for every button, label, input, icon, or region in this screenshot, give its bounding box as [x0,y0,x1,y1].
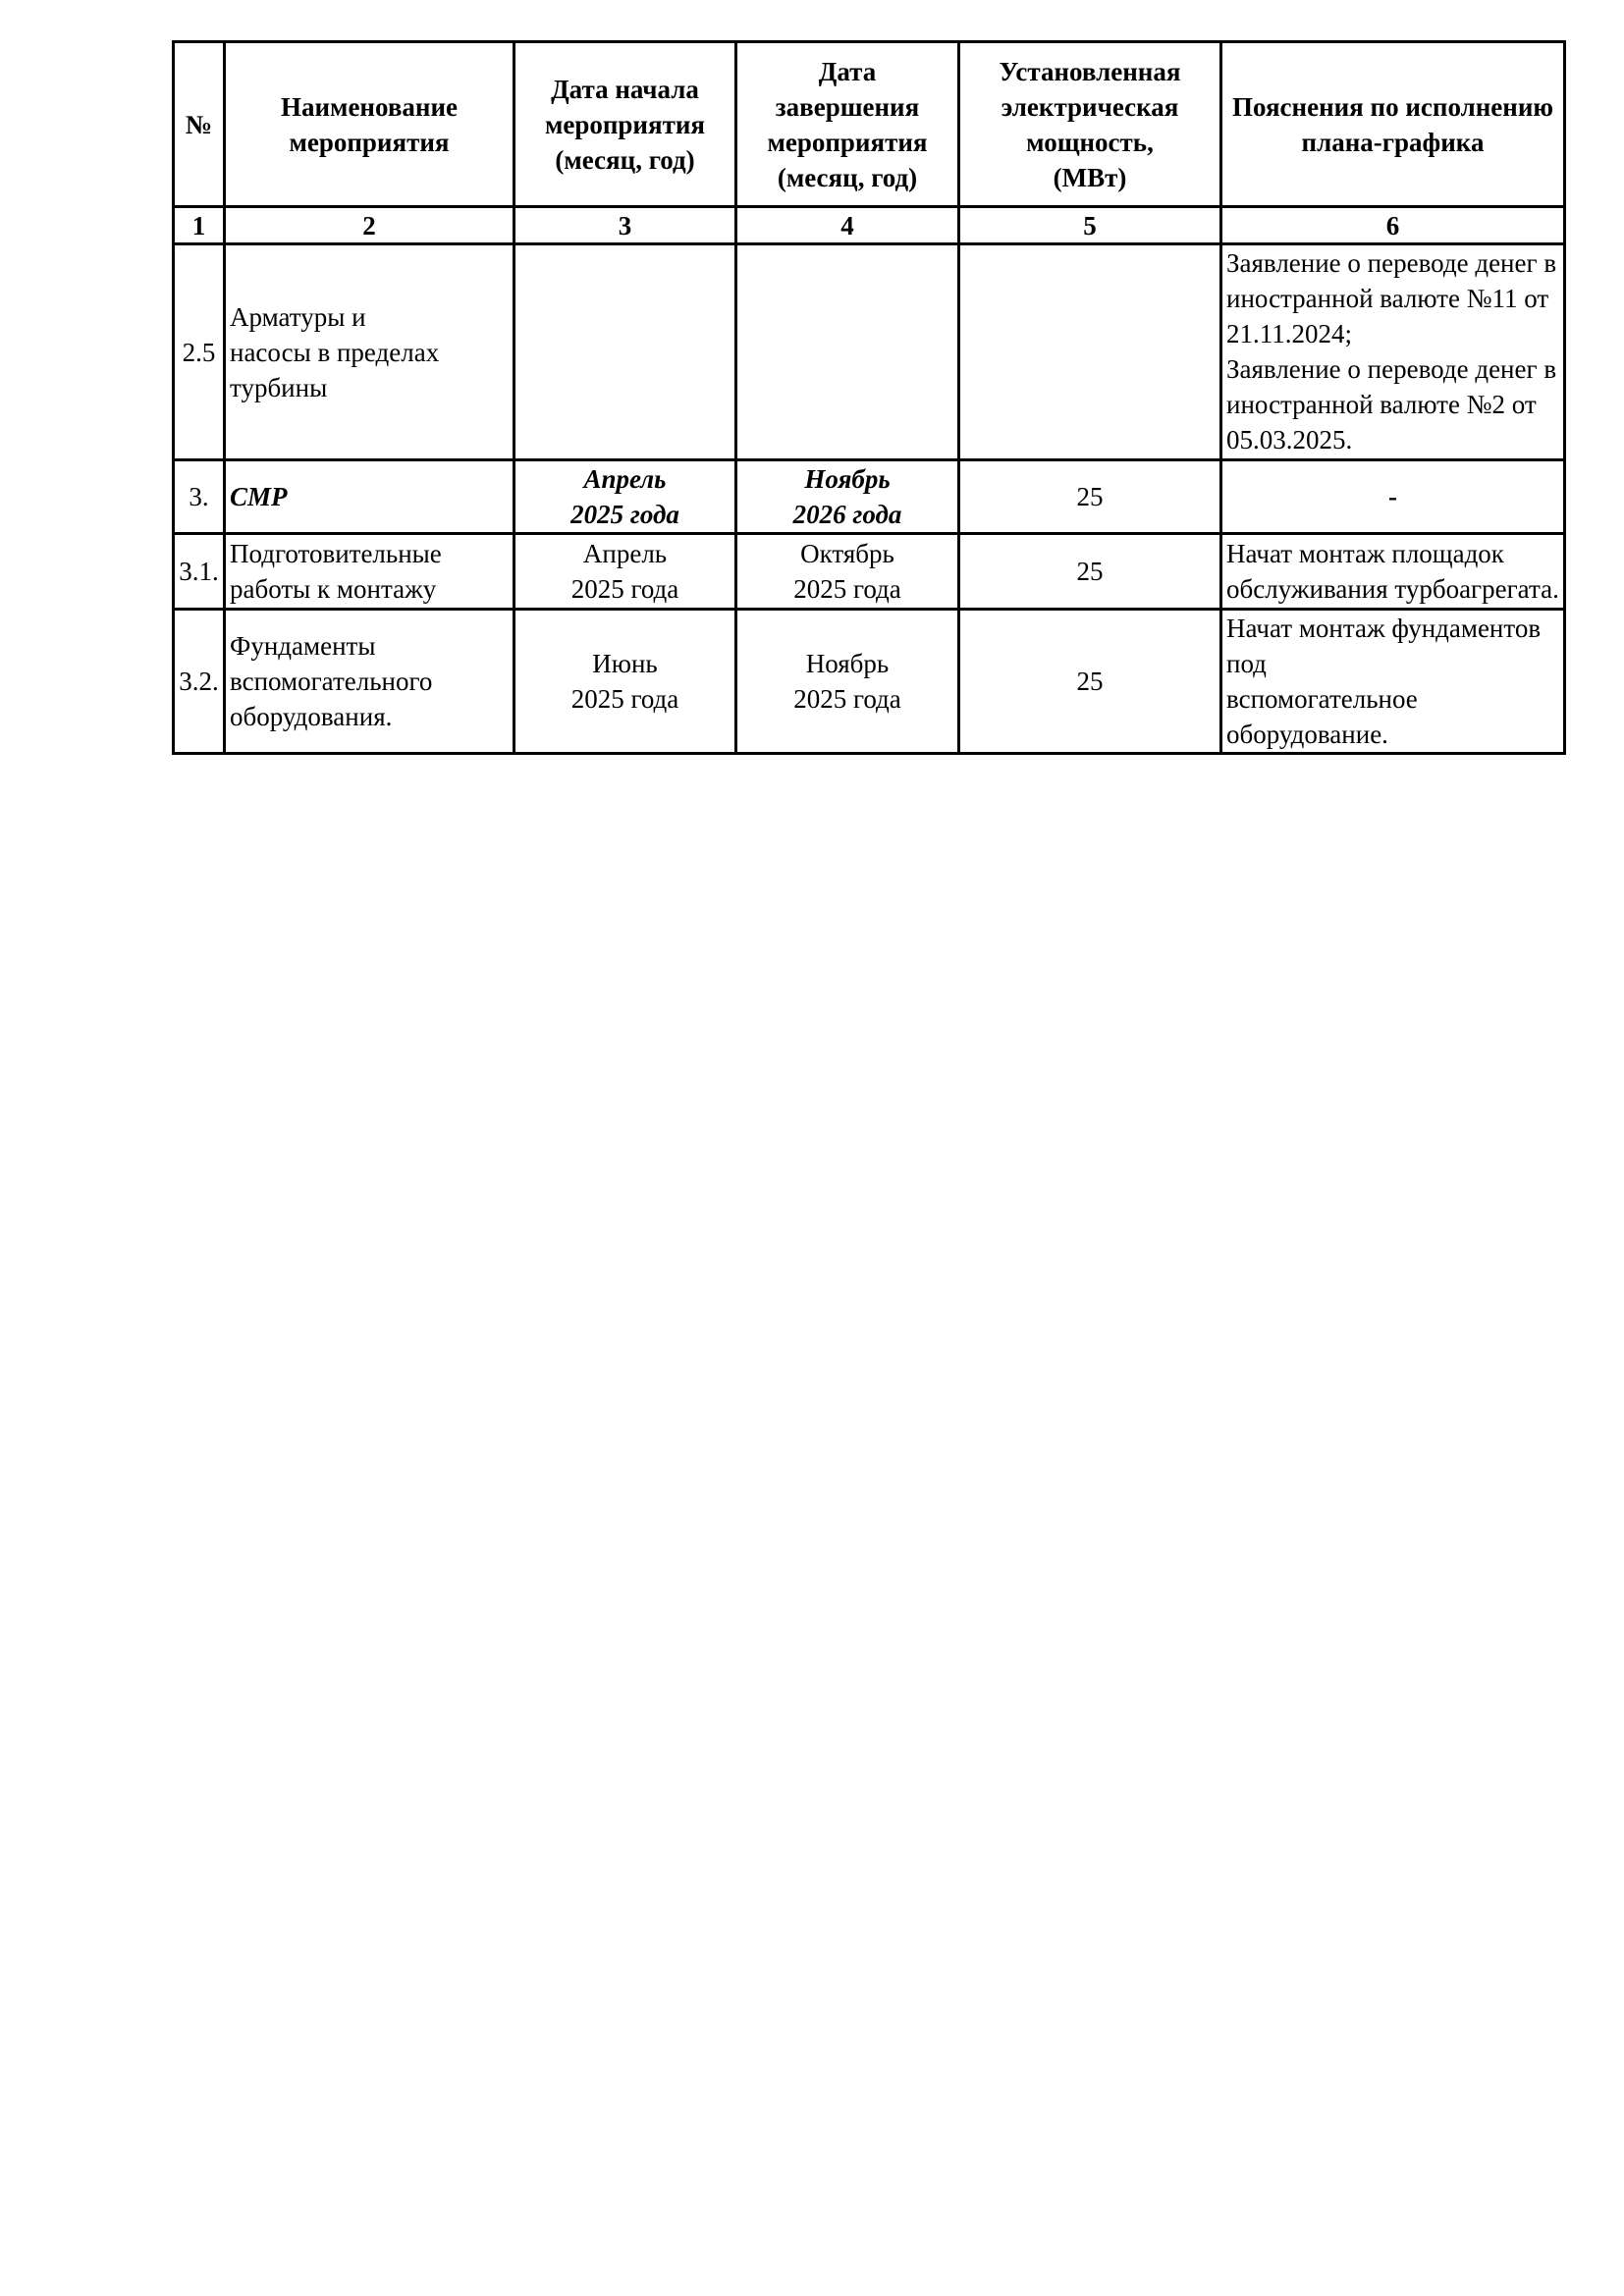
table-row-2-5: 2.5 Арматуры и насосы в пределах турбины… [172,242,1566,461]
column-number-4: 4 [734,205,960,245]
activity-name: Подготовительные работы к монтажу [223,532,515,611]
schedule-table: № Наименование мероприятия Дата начала м… [172,40,1566,755]
activity-name: Арматуры и насосы в пределах турбины [223,242,515,461]
activity-name: СМР [223,458,515,535]
explanation-note: Заявление о переводе денег в иностранной… [1219,242,1566,461]
column-number-1: 1 [172,205,226,245]
header-cell-explanations: Пояснения по исполнению плана-графика [1219,40,1566,208]
column-number-3: 3 [513,205,737,245]
header-cell-activity-name: Наименование мероприятия [223,40,515,208]
table-row-3: 3. СМР Апрель 2025 года Ноябрь 2026 года… [172,458,1566,535]
table-header-row: № Наименование мероприятия Дата начала м… [172,40,1566,208]
explanation-note: Начат монтаж фундаментов под вспомогател… [1219,608,1566,755]
end-date: Октябрь 2025 года [734,532,960,611]
installed-power: 25 [957,458,1222,535]
column-number-5: 5 [957,205,1222,245]
end-date: Ноябрь 2026 года [734,458,960,535]
table-row-3-2: 3.2. Фундаменты вспомогательного оборудо… [172,608,1566,755]
row-number: 3.2. [172,608,226,755]
header-cell-end-date: Дата завершения мероприятия (месяц, год) [734,40,960,208]
explanation-note: Начат монтаж площадок обслуживания турбо… [1219,532,1566,611]
end-date [734,242,960,461]
start-date: Июнь 2025 года [513,608,737,755]
end-date: Ноябрь 2025 года [734,608,960,755]
activity-name: Фундаменты вспомогательного оборудования… [223,608,515,755]
header-cell-installed-power: Установленная электрическая мощность, (М… [957,40,1222,208]
installed-power: 25 [957,532,1222,611]
installed-power [957,242,1222,461]
row-number: 3.1. [172,532,226,611]
column-number-2: 2 [223,205,515,245]
installed-power: 25 [957,608,1222,755]
start-date: Апрель 2025 года [513,458,737,535]
column-numbers-row: 1 2 3 4 5 6 [172,205,1566,245]
table-row-3-1: 3.1. Подготовительные работы к монтажу А… [172,532,1566,611]
row-number: 2.5 [172,242,226,461]
row-number: 3. [172,458,226,535]
start-date [513,242,737,461]
start-date: Апрель 2025 года [513,532,737,611]
header-cell-start-date: Дата начала мероприятия (месяц, год) [513,40,737,208]
header-cell-number: № [172,40,226,208]
explanation-note: - [1219,458,1566,535]
column-number-6: 6 [1219,205,1566,245]
